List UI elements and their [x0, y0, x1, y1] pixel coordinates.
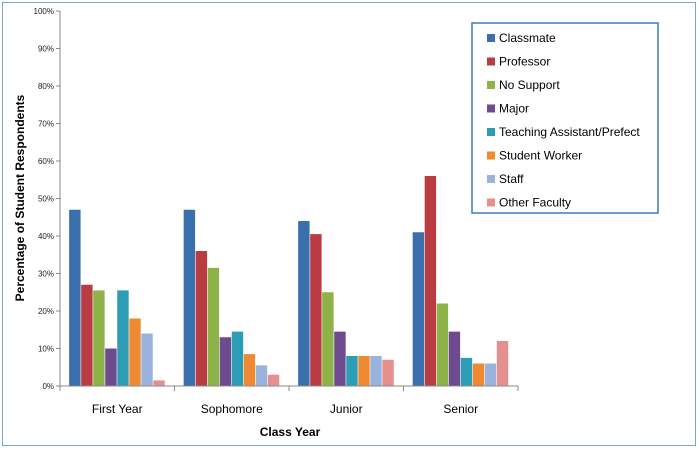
legend-label: Student Worker	[499, 149, 582, 163]
bar	[153, 380, 165, 386]
legend-label: No Support	[499, 78, 560, 92]
bar	[472, 363, 485, 386]
bar	[195, 251, 208, 386]
bar	[129, 318, 141, 386]
legend-swatch	[487, 104, 495, 113]
legend-label: Teaching Assistant/Prefect	[499, 125, 640, 139]
bar	[448, 331, 461, 386]
legend-swatch	[487, 198, 495, 207]
bar	[496, 341, 509, 386]
bar	[267, 374, 280, 386]
y-tick-label: 50%	[38, 195, 54, 204]
y-tick-label: 30%	[38, 270, 54, 279]
legend-label: Classmate	[499, 31, 556, 45]
x-category-label: Sophomore	[201, 402, 263, 416]
legend-swatch	[487, 128, 495, 136]
y-tick-label: 90%	[38, 45, 54, 54]
bar	[424, 176, 437, 386]
bar	[334, 331, 346, 386]
x-category-label: First Year	[92, 402, 143, 416]
bar	[460, 357, 473, 386]
bar	[358, 356, 370, 386]
bar	[117, 290, 129, 386]
x-category-label: Senior	[443, 402, 478, 416]
legend-label: Other Faculty	[499, 196, 571, 210]
bar	[298, 221, 310, 386]
y-tick-label: 70%	[38, 120, 54, 129]
legend-label: Staff	[499, 172, 524, 186]
y-tick-label: 20%	[38, 307, 54, 316]
bar	[69, 209, 81, 386]
y-tick-label: 80%	[38, 82, 54, 91]
bar	[310, 234, 322, 386]
y-axis-title: Percentage of Student Respondents	[13, 94, 27, 301]
bar	[219, 337, 232, 386]
x-axis-title: Class Year	[260, 425, 321, 439]
y-tick-label: 60%	[38, 157, 54, 166]
bar	[93, 290, 105, 386]
bar	[346, 356, 358, 386]
bar	[81, 284, 93, 386]
legend-label: Professor	[499, 55, 550, 69]
legend-swatch	[487, 81, 495, 89]
bar	[207, 267, 220, 386]
bar	[141, 333, 153, 386]
bar	[231, 331, 244, 386]
legend: Classmate Professor No Support Major Teachin…	[471, 22, 659, 214]
y-tick-label: 40%	[38, 232, 54, 241]
y-tick-label: 10%	[38, 345, 54, 354]
legend-label: Major	[499, 102, 529, 116]
bar	[484, 363, 497, 386]
legend-swatch	[487, 175, 495, 183]
bar	[255, 365, 268, 386]
y-tick-label: 0%	[42, 382, 54, 391]
bar	[183, 209, 196, 386]
bar	[243, 354, 256, 386]
legend-swatch	[487, 151, 495, 160]
legend-swatch	[487, 57, 495, 66]
x-category-label: Junior	[330, 402, 363, 416]
y-tick-label: 100%	[34, 7, 54, 16]
bar	[382, 359, 394, 386]
legend-box	[471, 22, 659, 214]
bar	[436, 303, 449, 386]
bar	[370, 356, 382, 386]
bar	[322, 292, 334, 386]
bar	[412, 232, 425, 386]
legend-swatch	[487, 34, 495, 42]
bar	[105, 348, 117, 386]
